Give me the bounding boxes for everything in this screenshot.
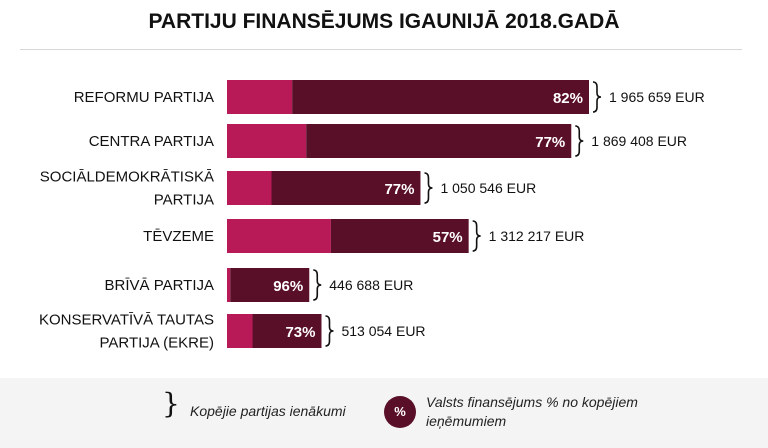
- bar-segment-state-share: [292, 80, 589, 114]
- total-income-label: 1 965 659 EUR: [609, 89, 705, 105]
- state-share-label: 73%: [285, 324, 315, 341]
- brace-icon: [592, 81, 602, 113]
- bar-segment-other: [227, 80, 293, 114]
- brace-icon: [472, 220, 481, 252]
- total-income-label: 1 050 546 EUR: [440, 180, 536, 196]
- category-label: PARTIJA (EKRE): [100, 335, 214, 352]
- bar-segment-state-share: [252, 314, 322, 348]
- category-label: PARTIJA: [154, 192, 214, 209]
- bar-segment-other: [227, 124, 307, 158]
- category-label: KONSERVATĪVĀ TAUTAS: [39, 312, 214, 329]
- total-income-label: 1 312 217 EUR: [489, 228, 585, 244]
- percent-circle-icon: %: [384, 396, 416, 428]
- bar-segment-state-share: [230, 268, 310, 302]
- category-label: CENTRA PARTIJA: [89, 133, 214, 150]
- category-label: REFORMU PARTIJA: [74, 89, 214, 106]
- state-share-label: 82%: [553, 90, 583, 107]
- bar-segment-other: [227, 268, 231, 302]
- bar-segment-state-share: [271, 171, 421, 205]
- total-income-label: 1 869 408 EUR: [591, 133, 687, 149]
- brace-icon: [325, 315, 334, 347]
- brace-icon: [575, 125, 584, 157]
- bar-segment-other: [227, 219, 331, 253]
- bar-chart: REFORMU PARTIJA 82% 1 965 659 EUR CENTRA PA…: [39, 80, 705, 352]
- category-label: TĒVZEME: [143, 228, 214, 245]
- state-share-label: 96%: [273, 278, 303, 295]
- total-income-label: 513 054 EUR: [341, 323, 425, 339]
- title-divider: [20, 49, 742, 50]
- bar-segment-other: [227, 314, 253, 348]
- state-share-label: 77%: [535, 134, 565, 151]
- legend-state-share-label: Valsts finansējums % no kopējiem ieņēmum…: [426, 394, 638, 429]
- state-share-label: 77%: [384, 181, 414, 198]
- category-label: BRĪVĀ PARTIJA: [105, 277, 214, 294]
- brace-icon: [424, 172, 433, 204]
- legend: } Kopējie partijas ienākumi % Valsts fin…: [0, 378, 768, 448]
- state-share-label: 57%: [433, 229, 463, 246]
- bar-segment-state-share: [306, 124, 572, 158]
- bar-segment-state-share: [330, 219, 469, 253]
- category-label: SOCIĀLDEMOKRĀTISKĀ: [40, 169, 214, 186]
- chart-title: PARTIJU FINANSĒJUMS IGAUNIJĀ 2018.GADĀ: [148, 10, 620, 33]
- bar-segment-other: [227, 171, 272, 205]
- brace-icon: [313, 269, 322, 301]
- legend-total-income-label: Kopējie partijas ienākumi: [190, 403, 346, 419]
- total-income-label: 446 688 EUR: [329, 277, 413, 293]
- brace-icon: }: [162, 387, 180, 420]
